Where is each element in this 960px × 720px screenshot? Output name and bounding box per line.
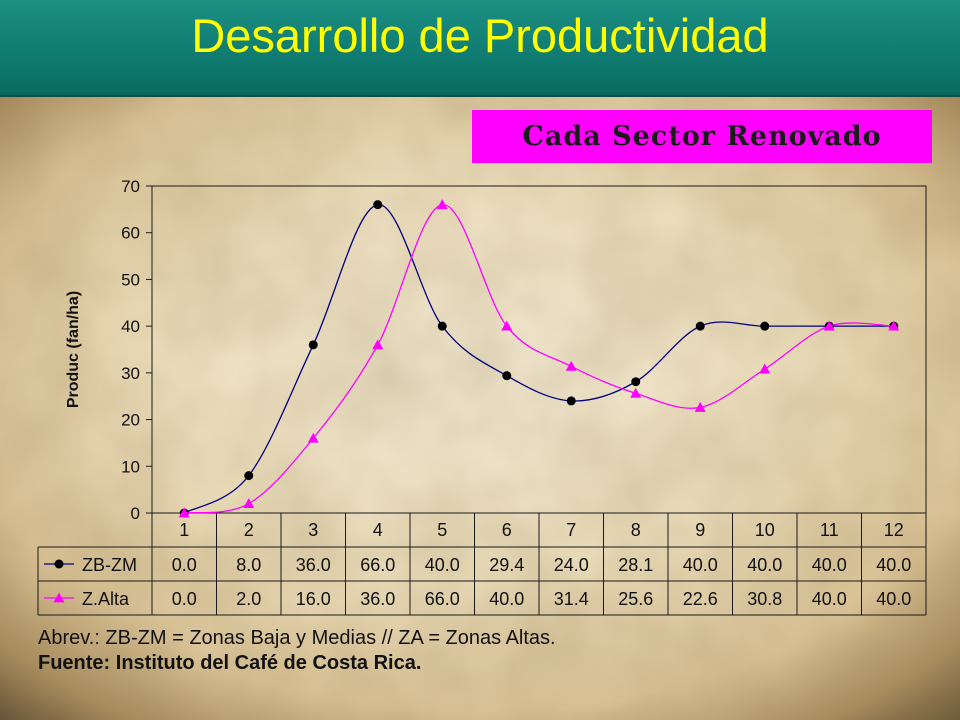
data-point-z-alta xyxy=(436,199,448,210)
legend-marker-z-alta xyxy=(53,592,65,603)
plot-area xyxy=(151,185,927,514)
data-point-z-alta xyxy=(178,507,190,518)
table-value-zb-zm: 40.0 xyxy=(425,555,460,575)
series-line-zb-zm xyxy=(183,204,894,514)
data-point-z-alta xyxy=(307,432,319,443)
data-point-zb-zm xyxy=(308,340,318,350)
series-line-z-alta xyxy=(184,204,894,514)
x-tick-label: 10 xyxy=(755,520,775,540)
y-tick-label: 40 xyxy=(121,317,140,336)
data-point-zb-zm xyxy=(760,321,770,331)
table-value-z-alta: 0.0 xyxy=(172,589,197,609)
subtitle-box: Cada Sector Renovado xyxy=(472,110,932,163)
x-tick-label: 6 xyxy=(502,520,512,540)
table-value-zb-zm: 40.0 xyxy=(747,555,782,575)
chart-notes: Abrev.: ZB-ZM = Zonas Baja y Medias // Z… xyxy=(38,626,938,676)
table-value-z-alta: 66.0 xyxy=(425,589,460,609)
data-point-z-alta xyxy=(630,387,642,398)
data-point-z-alta xyxy=(694,401,706,412)
title-bar: Desarrollo de Productividad xyxy=(0,0,960,97)
table-value-zb-zm: 28.1 xyxy=(618,555,653,575)
y-tick-label: 60 xyxy=(121,224,140,243)
y-tick-label: 70 xyxy=(121,177,140,196)
x-tick-label: 7 xyxy=(566,520,576,540)
data-point-z-alta xyxy=(759,363,771,374)
table-value-z-alta: 36.0 xyxy=(360,589,395,609)
table-value-z-alta: 31.4 xyxy=(554,589,589,609)
table-value-zb-zm: 66.0 xyxy=(360,555,395,575)
data-point-z-alta xyxy=(823,320,835,331)
data-point-zb-zm xyxy=(502,371,512,381)
table-value-zb-zm: 24.0 xyxy=(554,555,589,575)
x-tick-label: 2 xyxy=(244,520,254,540)
data-point-zb-zm xyxy=(631,377,641,387)
table-value-z-alta: 40.0 xyxy=(489,589,524,609)
data-point-zb-zm xyxy=(244,471,254,481)
x-tick-label: 11 xyxy=(820,520,839,540)
table-value-zb-zm: 0.0 xyxy=(172,555,197,575)
table-value-zb-zm: 29.4 xyxy=(489,555,524,575)
y-tick-label: 0 xyxy=(131,504,140,523)
table-value-zb-zm: 40.0 xyxy=(683,555,718,575)
data-point-zb-zm xyxy=(695,321,705,331)
data-point-zb-zm xyxy=(373,200,383,210)
data-point-z-alta xyxy=(243,498,255,509)
legend-label-z-alta: Z.Alta xyxy=(82,589,130,609)
y-axis-label: Produc (fan/ha) xyxy=(65,291,82,408)
table-value-zb-zm: 40.0 xyxy=(812,555,847,575)
source-note: Fuente: Instituto del Café de Costa Rica… xyxy=(38,652,422,674)
y-tick-label: 50 xyxy=(121,270,140,289)
table-value-z-alta: 22.6 xyxy=(683,589,718,609)
x-tick-label: 8 xyxy=(631,520,641,540)
slide-title: Desarrollo de Productividad xyxy=(191,9,769,62)
table-value-z-alta: 2.0 xyxy=(236,589,261,609)
data-point-z-alta xyxy=(565,360,577,371)
data-point-z-alta xyxy=(372,339,384,350)
table-value-z-alta: 30.8 xyxy=(747,589,782,609)
legend-label-zb-zm: ZB-ZM xyxy=(82,555,137,575)
x-tick-label: 4 xyxy=(373,520,383,540)
data-point-z-alta xyxy=(888,320,900,331)
x-tick-label: 12 xyxy=(884,520,904,540)
table-value-zb-zm: 36.0 xyxy=(296,555,331,575)
data-point-z-alta xyxy=(501,320,513,331)
table-value-zb-zm: 40.0 xyxy=(876,555,911,575)
table-value-z-alta: 16.0 xyxy=(296,589,331,609)
table-value-z-alta: 25.6 xyxy=(618,589,653,609)
x-tick-label: 3 xyxy=(308,520,318,540)
abbreviation-note: Abrev.: ZB-ZM = Zonas Baja y Medias // Z… xyxy=(38,627,556,649)
y-tick-label: 30 xyxy=(121,364,140,383)
x-tick-label: 9 xyxy=(695,520,705,540)
table-value-z-alta: 40.0 xyxy=(812,589,847,609)
y-tick-label: 10 xyxy=(121,457,140,476)
x-tick-label: 1 xyxy=(179,520,189,540)
legend-marker-zb-zm xyxy=(54,559,64,569)
table-value-z-alta: 40.0 xyxy=(876,589,911,609)
data-point-zb-zm xyxy=(566,396,576,406)
x-tick-label: 5 xyxy=(437,520,447,540)
y-tick-label: 20 xyxy=(121,411,140,430)
data-point-zb-zm xyxy=(437,321,447,331)
table-value-zb-zm: 8.0 xyxy=(236,555,261,575)
slide-subtitle: Cada Sector Renovado xyxy=(522,121,882,152)
